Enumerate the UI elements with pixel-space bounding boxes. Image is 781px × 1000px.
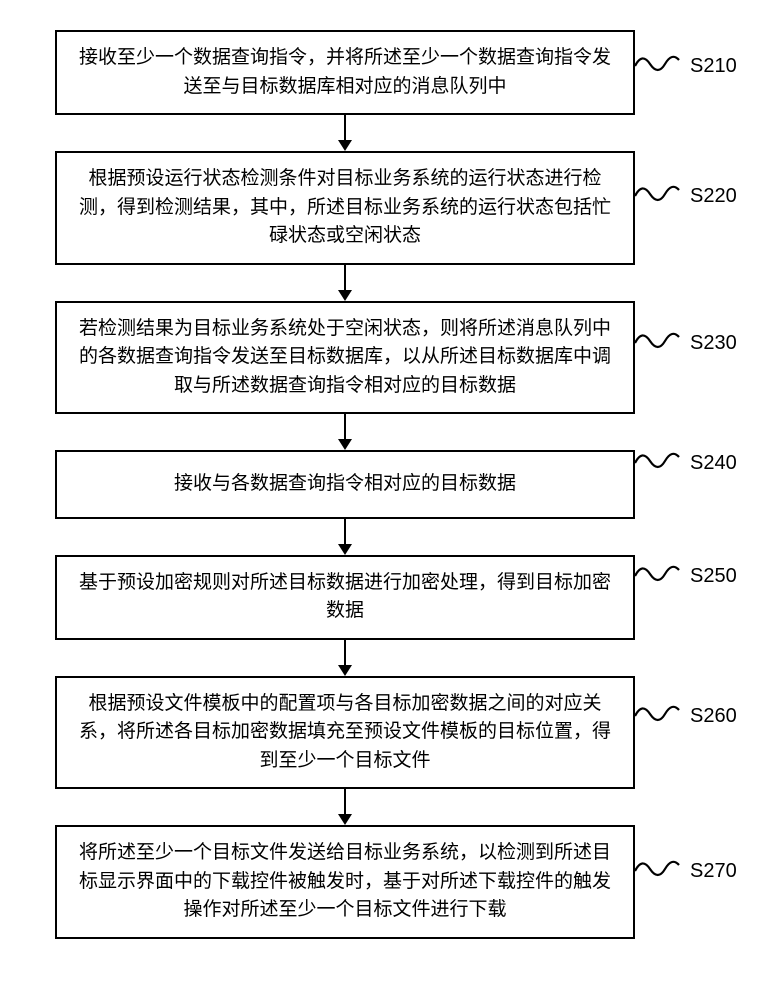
flow-box-text: 基于预设加密规则对所述目标数据进行加密处理，得到目标加密数据	[75, 569, 615, 626]
step-label: S240	[690, 452, 737, 475]
squiggle-connector	[635, 855, 680, 885]
squiggle-connector	[635, 560, 680, 590]
flow-arrow	[55, 789, 635, 825]
squiggle-connector	[635, 447, 680, 477]
flow-box: 接收与各数据查询指令相对应的目标数据	[55, 450, 635, 519]
squiggle-connector	[635, 700, 680, 730]
flow-arrow	[55, 414, 635, 450]
flow-box: 若检测结果为目标业务系统处于空闲状态，则将所述消息队列中的各数据查询指令发送至目…	[55, 301, 635, 415]
flow-box-text: 接收与各数据查询指令相对应的目标数据	[174, 470, 516, 499]
flow-arrow	[55, 519, 635, 555]
squiggle-connector	[635, 50, 680, 80]
flow-box-text: 根据预设运行状态检测条件对目标业务系统的运行状态进行检测，得到检测结果，其中，所…	[75, 165, 615, 251]
flow-box: 基于预设加密规则对所述目标数据进行加密处理，得到目标加密数据	[55, 555, 635, 640]
step-label: S210	[690, 55, 737, 78]
flow-box: 接收至少一个数据查询指令，并将所述至少一个数据查询指令发送至与目标数据库相对应的…	[55, 30, 635, 115]
step-label: S250	[690, 565, 737, 588]
flow-box-text: 将所述至少一个目标文件发送给目标业务系统，以检测到所述目标显示界面中的下载控件被…	[75, 839, 615, 925]
step-label: S270	[690, 860, 737, 883]
squiggle-connector	[635, 180, 680, 210]
flow-box-text: 若检测结果为目标业务系统处于空闲状态，则将所述消息队列中的各数据查询指令发送至目…	[75, 315, 615, 401]
flow-arrow	[55, 115, 635, 151]
step-label: S260	[690, 705, 737, 728]
flow-box-text: 接收至少一个数据查询指令，并将所述至少一个数据查询指令发送至与目标数据库相对应的…	[75, 44, 615, 101]
step-label: S230	[690, 332, 737, 355]
flow-box-text: 根据预设文件模板中的配置项与各目标加密数据之间的对应关系，将所述各目标加密数据填…	[75, 690, 615, 776]
flowchart-container: 接收至少一个数据查询指令，并将所述至少一个数据查询指令发送至与目标数据库相对应的…	[0, 0, 781, 1000]
flow-box: 根据预设运行状态检测条件对目标业务系统的运行状态进行检测，得到检测结果，其中，所…	[55, 151, 635, 265]
step-label: S220	[690, 185, 737, 208]
flow-box: 将所述至少一个目标文件发送给目标业务系统，以检测到所述目标显示界面中的下载控件被…	[55, 825, 635, 939]
flow-arrow	[55, 640, 635, 676]
squiggle-connector	[635, 327, 680, 357]
flow-arrow	[55, 265, 635, 301]
flow-box: 根据预设文件模板中的配置项与各目标加密数据之间的对应关系，将所述各目标加密数据填…	[55, 676, 635, 790]
